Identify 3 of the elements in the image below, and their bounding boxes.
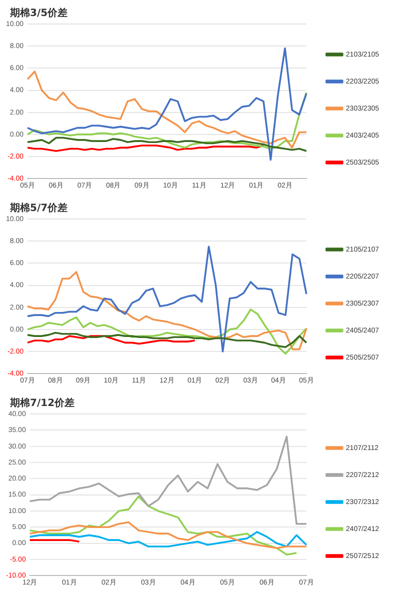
chart-title: 期棉7/12价差 [10,396,75,410]
chart-title: 期棉5/7价差 [10,202,68,215]
chart-title: 期棉3/5价差 [10,6,68,20]
